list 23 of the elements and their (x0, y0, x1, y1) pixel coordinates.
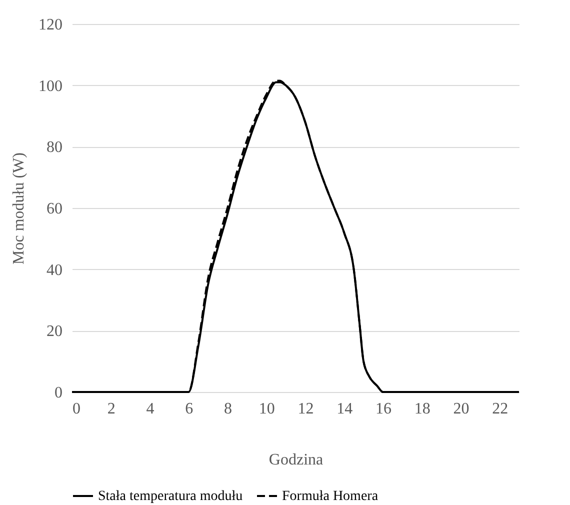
x-tick-label: 8 (224, 400, 232, 418)
y-tick-label: 100 (38, 78, 62, 95)
y-tick-label: 0 (54, 384, 62, 402)
x-tick-label: 16 (375, 400, 392, 418)
x-tick-label: 18 (414, 400, 430, 418)
y-tick-label: 40 (46, 262, 62, 279)
x-tick-label: 20 (453, 400, 470, 418)
x-tick-label: 2 (107, 400, 116, 418)
y-tick-label: 60 (46, 200, 62, 218)
y-tick-label: 120 (38, 16, 62, 34)
y-tick-label: 80 (46, 139, 62, 156)
x-tick-label: 22 (492, 400, 508, 418)
x-tick-label: 6 (185, 400, 194, 418)
x-axis-title: Godzina (268, 452, 324, 468)
x-tick-label: 0 (72, 400, 80, 418)
legend-label: Stała temperatura modułu (98, 489, 243, 504)
x-tick-label: 12 (298, 400, 314, 418)
x-tick-label: 4 (146, 400, 154, 418)
legend-label: Formuła Homera (282, 489, 379, 504)
x-tick-label: 10 (258, 400, 275, 418)
x-tick-label: 14 (336, 400, 353, 418)
y-axis-title: Moc modułu (W) (10, 152, 28, 264)
y-tick-label: 20 (46, 323, 62, 340)
